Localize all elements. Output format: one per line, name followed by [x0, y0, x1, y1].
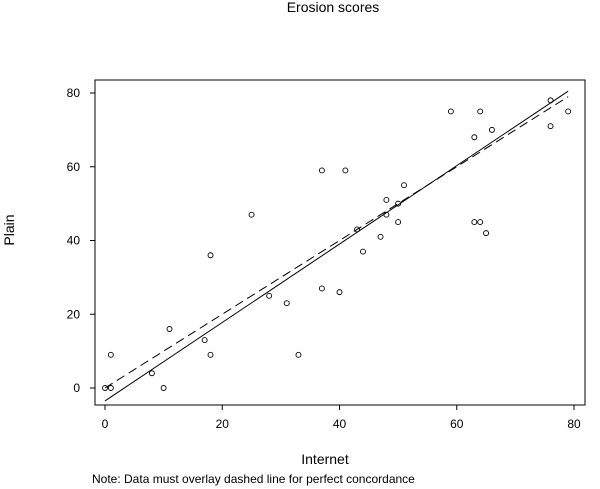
scatter-chart: Erosion scores 0 20 40 60 80 0 20 40 60 80 Inter…	[1, 0, 586, 467]
data-point	[248, 211, 255, 218]
x-tick-label: 20	[216, 417, 230, 431]
data-point	[383, 211, 390, 218]
concordance-line	[104, 96, 569, 389]
x-tick-label: 0	[102, 417, 109, 431]
y-tick-label: 40	[67, 234, 81, 248]
x-axis-label: Internet	[301, 451, 349, 467]
x-axis: 0 20 40 60 80	[102, 405, 581, 431]
data-point	[266, 292, 273, 299]
concordance-note: Note: Data must overlay dashed line for …	[92, 472, 415, 486]
regression-line	[104, 90, 569, 402]
data-point	[160, 385, 167, 391]
data-point	[547, 123, 554, 130]
y-tick-label: 60	[67, 160, 81, 174]
data-point	[547, 97, 554, 104]
fit-lines	[104, 90, 569, 402]
data-point	[295, 351, 302, 358]
data-point	[477, 219, 484, 226]
data-point	[471, 134, 478, 141]
data-point	[342, 167, 349, 174]
data-point	[107, 351, 114, 358]
data-point	[488, 126, 495, 133]
y-axis-label: Plain	[1, 214, 17, 245]
y-tick-label: 80	[67, 86, 81, 100]
data-points	[102, 97, 572, 391]
data-point	[107, 385, 114, 391]
y-tick-label: 20	[67, 307, 81, 321]
data-point	[207, 351, 214, 358]
data-point	[447, 108, 454, 115]
data-point	[471, 219, 478, 226]
data-point	[354, 226, 361, 233]
chart-title: Erosion scores	[287, 0, 380, 15]
data-point	[565, 108, 572, 115]
y-tick-label: 0	[73, 381, 80, 395]
data-point	[336, 289, 343, 296]
data-point	[102, 385, 108, 391]
data-point	[360, 248, 366, 255]
x-tick-label: 40	[333, 417, 347, 431]
data-point	[377, 233, 384, 240]
data-point	[148, 370, 155, 377]
data-point	[318, 167, 325, 174]
x-tick-label: 60	[450, 417, 464, 431]
data-point	[383, 196, 390, 203]
data-point	[395, 219, 402, 226]
data-point	[201, 337, 208, 344]
data-point	[166, 326, 173, 332]
x-tick-label: 80	[567, 417, 581, 431]
data-point	[477, 108, 484, 115]
y-axis: 0 20 40 60 80	[67, 86, 95, 395]
data-point	[207, 252, 214, 259]
data-point	[401, 182, 407, 189]
data-point	[483, 230, 490, 237]
data-point	[283, 300, 290, 307]
data-point	[318, 285, 325, 292]
data-point	[395, 200, 402, 207]
